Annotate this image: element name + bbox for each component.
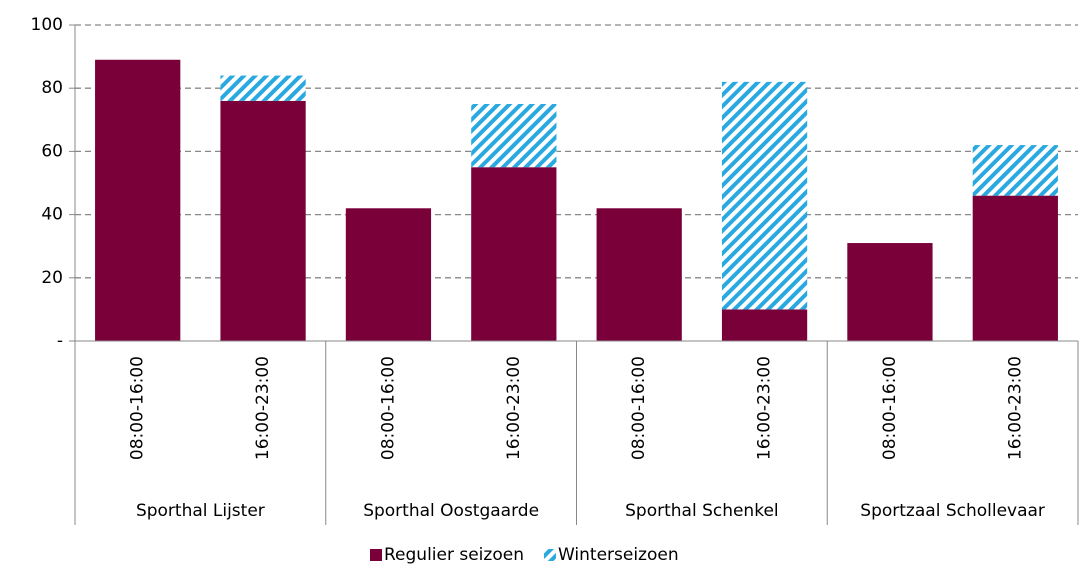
y-tick-label: 20 — [41, 268, 63, 288]
y-tick-label: 40 — [41, 205, 63, 225]
x-tick-label: 08:00-16:00 — [128, 356, 148, 460]
bar-segment — [471, 167, 557, 341]
legend-swatch — [543, 549, 556, 561]
y-tick-label: 80 — [41, 78, 63, 98]
group-label: Sporthal Schenkel — [625, 501, 779, 521]
x-tick-label: 08:00-16:00 — [880, 356, 900, 460]
x-tick-label: 16:00-23:00 — [1005, 356, 1025, 460]
bar-segment — [220, 75, 306, 101]
y-tick-label: 60 — [41, 141, 63, 161]
bar-segment — [220, 100, 306, 341]
bar-segment — [847, 243, 933, 341]
x-tick-label: 08:00-16:00 — [629, 356, 649, 460]
bar-segment — [95, 59, 181, 341]
x-tick-label: 16:00-23:00 — [253, 356, 273, 460]
bar-segment — [721, 81, 808, 310]
bar-segment — [972, 145, 1058, 196]
group-label: Sporthal Oostgaarde — [363, 501, 539, 521]
bar-segment — [596, 208, 682, 341]
x-tick-label: 16:00-23:00 — [504, 356, 524, 460]
bar-segment — [972, 195, 1058, 341]
legend-swatch — [370, 549, 382, 561]
y-tick-label: 100 — [31, 15, 63, 35]
group-label: Sporthal Lijster — [136, 501, 265, 521]
bar-segment — [345, 208, 432, 341]
bar-segment — [721, 309, 808, 341]
legend-label: Winterseizoen — [558, 545, 679, 565]
x-tick-label: 08:00-16:00 — [378, 356, 398, 460]
legend-label: Regulier seizoen — [384, 545, 524, 565]
bar-segment — [471, 104, 557, 168]
x-tick-label: 16:00-23:00 — [755, 356, 775, 460]
y-tick-label: - — [57, 331, 63, 351]
group-label: Sportzaal Schollevaar — [860, 501, 1045, 521]
